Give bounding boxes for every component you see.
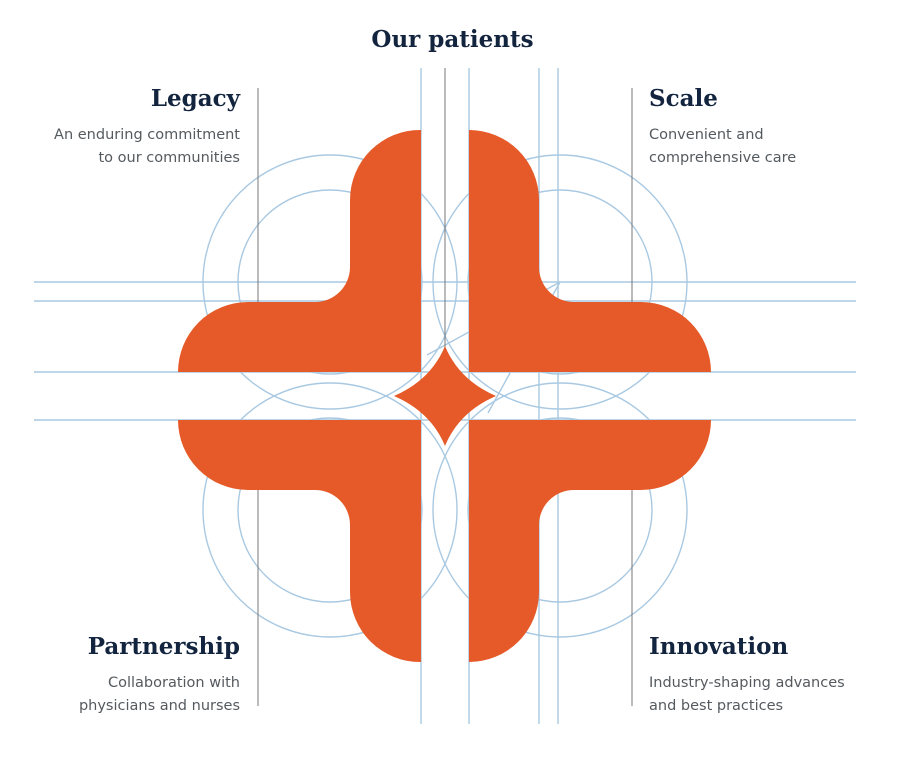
pillar-scale-heading: Scale — [649, 85, 718, 112]
pillar-innovation-line1: Industry-shaping advances — [649, 675, 845, 691]
guide-circle-outer-br — [432, 382, 688, 638]
guide-circle-outer-bl — [202, 382, 458, 638]
pillar-partnership: Partnership Collaboration with physician… — [0, 632, 240, 718]
pillar-legacy: Legacy An enduring commitment to our com… — [0, 84, 240, 170]
pillar-legacy-heading: Legacy — [150, 85, 240, 112]
logo-petal-top-right — [469, 130, 711, 372]
pillar-legacy-line2: to our communities — [98, 150, 241, 166]
pillar-innovation-description: Industry-shaping advances and best pract… — [649, 672, 899, 718]
guide-circle-inner-bl — [237, 417, 423, 603]
pillar-partnership-line2: physicians and nurses — [78, 698, 240, 714]
guide-circle-inner-br — [467, 417, 653, 603]
pillar-partnership-description: Collaboration with physicians and nurses — [0, 672, 240, 718]
logo-center-diamond — [394, 346, 496, 446]
logo-shapes — [178, 129, 711, 663]
logo-petal-bottom-right — [469, 420, 711, 662]
pillar-partnership-heading: Partnership — [87, 633, 240, 660]
page-title: Our patients — [371, 26, 534, 53]
pillar-legacy-line1: An enduring commitment — [54, 127, 240, 143]
pillar-scale-description: Convenient and comprehensive care — [649, 124, 899, 170]
pillar-partnership-line1: Collaboration with — [107, 675, 240, 691]
pillar-scale: Scale Convenient and comprehensive care — [649, 84, 899, 170]
logo-petal-top-left — [178, 129, 421, 372]
pillar-innovation: Innovation Industry-shaping advances and… — [649, 632, 899, 718]
pillar-legacy-description: An enduring commitment to our communitie… — [0, 124, 240, 170]
pillar-innovation-heading: Innovation — [649, 633, 789, 660]
pillar-scale-line2: comprehensive care — [649, 150, 797, 166]
logo-petal-bottom-left — [178, 420, 421, 663]
pillar-scale-line1: Convenient and — [649, 127, 764, 143]
pillar-innovation-line2: and best practices — [649, 698, 784, 714]
